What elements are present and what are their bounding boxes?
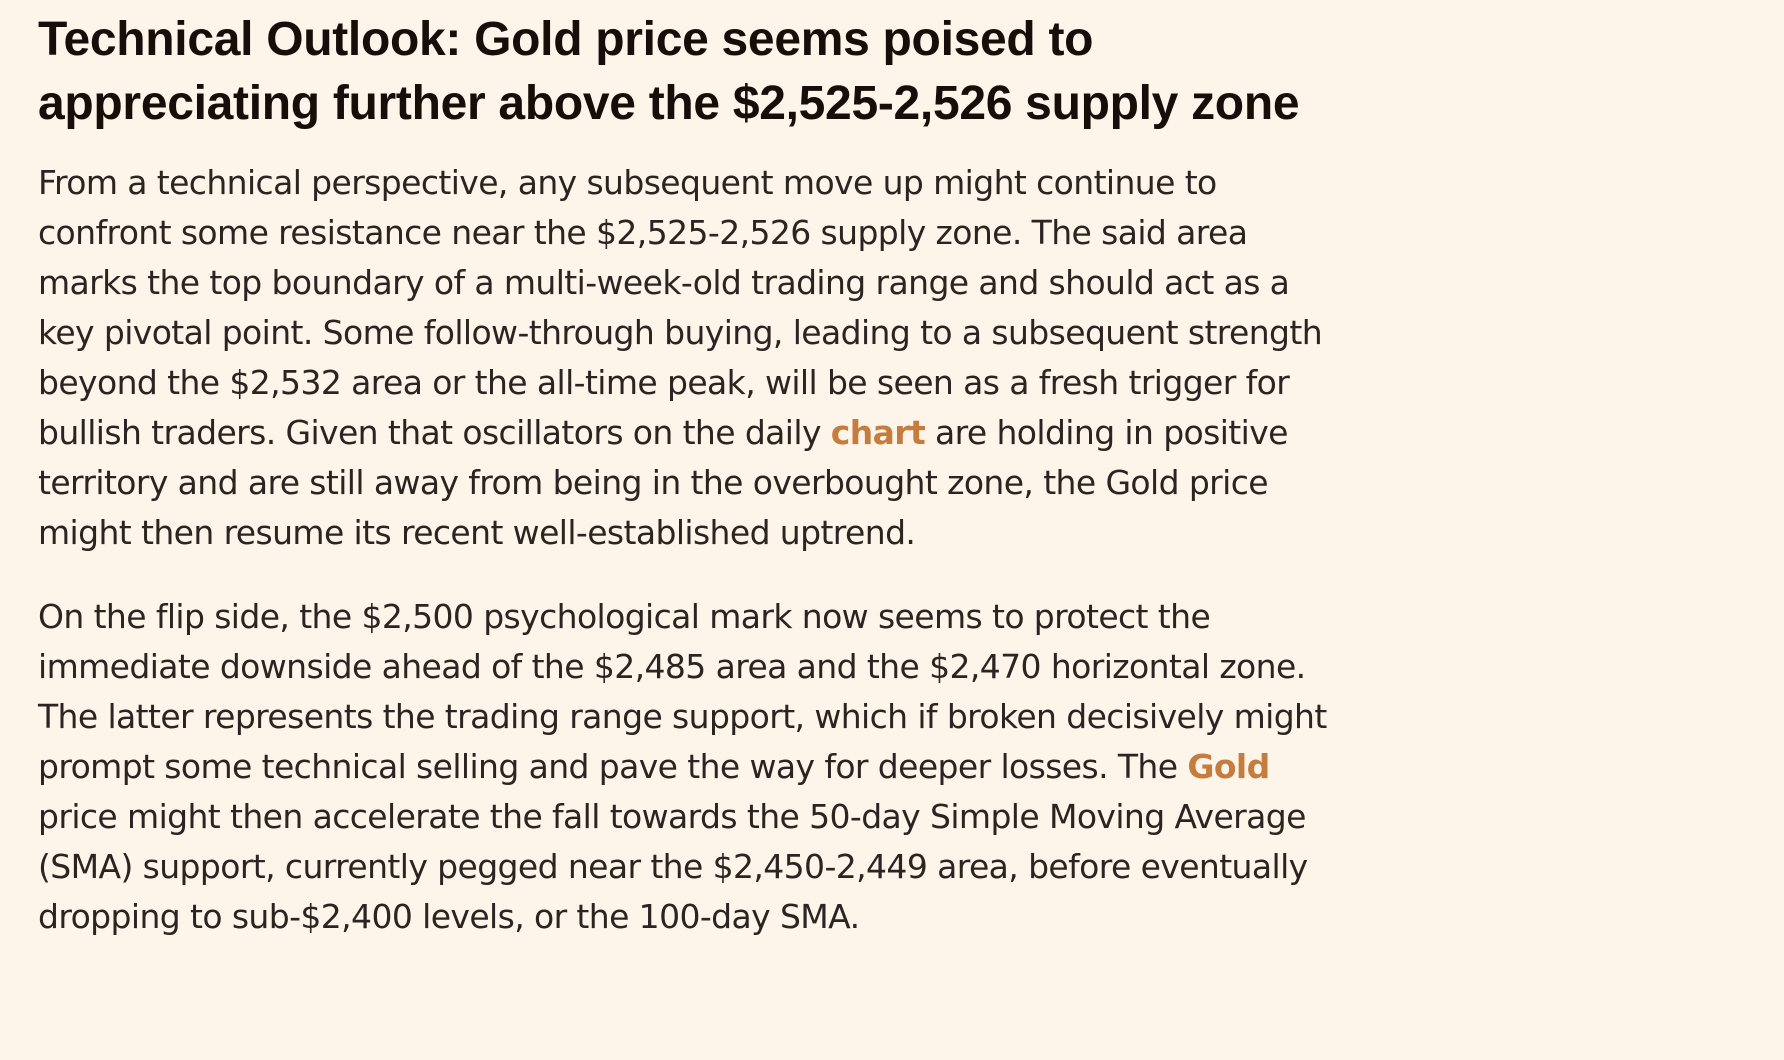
- paragraph-1-text-end: are holding in positive territory and ar…: [38, 413, 1288, 552]
- paragraph-1-text-start: From a technical perspective, any subseq…: [38, 163, 1323, 452]
- chart-link[interactable]: chart: [830, 413, 926, 452]
- paragraph-2-text-end: price might then accelerate the fall tow…: [38, 797, 1308, 936]
- gold-link[interactable]: Gold: [1187, 747, 1270, 786]
- article-paragraph-2: On the flip side, the $2,500 psychologic…: [38, 592, 1328, 942]
- article: Technical Outlook: Gold price seems pois…: [38, 8, 1328, 942]
- article-headline: Technical Outlook: Gold price seems pois…: [38, 13, 1300, 130]
- article-paragraph-1: From a technical perspective, any subseq…: [38, 158, 1328, 558]
- paragraph-2-text-start: On the flip side, the $2,500 psychologic…: [38, 597, 1327, 786]
